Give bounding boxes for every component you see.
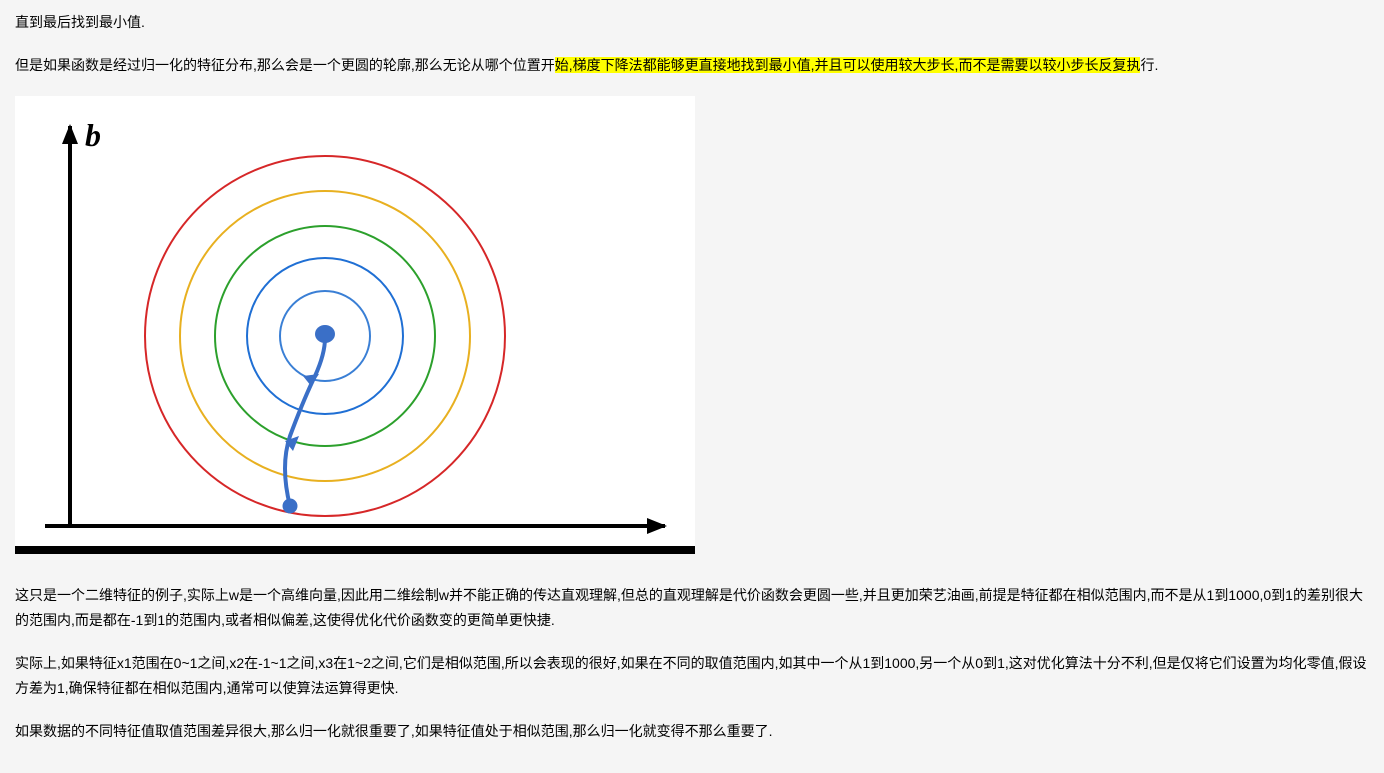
p2-highlight: 始,梯度下降法都能够更直接地找到最小值,并且可以使用较大步长,而不是需要以较小步…	[555, 57, 1141, 73]
paragraph-1: 直到最后找到最小值.	[15, 10, 1369, 35]
p2-text-before: 但是如果函数是经过归一化的特征分布,那么会是一个更圆的轮廓,那么无论从哪个位置开	[15, 57, 555, 73]
paragraph-4: 实际上,如果特征x1范围在0~1之间,x2在-1~1之间,x3在1~2之间,它们…	[15, 651, 1369, 701]
svg-text:b: b	[85, 117, 101, 153]
paragraph-2: 但是如果函数是经过归一化的特征分布,那么会是一个更圆的轮廓,那么无论从哪个位置开…	[15, 53, 1369, 78]
paragraph-5: 如果数据的不同特征值取值范围差异很大,那么归一化就很重要了,如果特征值处于相似范…	[15, 719, 1369, 744]
contour-diagram: b	[15, 96, 695, 554]
p2-text-after: 行.	[1140, 57, 1158, 73]
paragraph-3: 这只是一个二维特征的例子,实际上w是一个高维向量,因此用二维绘制w并不能正确的传…	[15, 583, 1369, 633]
diagram-svg: b	[25, 106, 685, 536]
